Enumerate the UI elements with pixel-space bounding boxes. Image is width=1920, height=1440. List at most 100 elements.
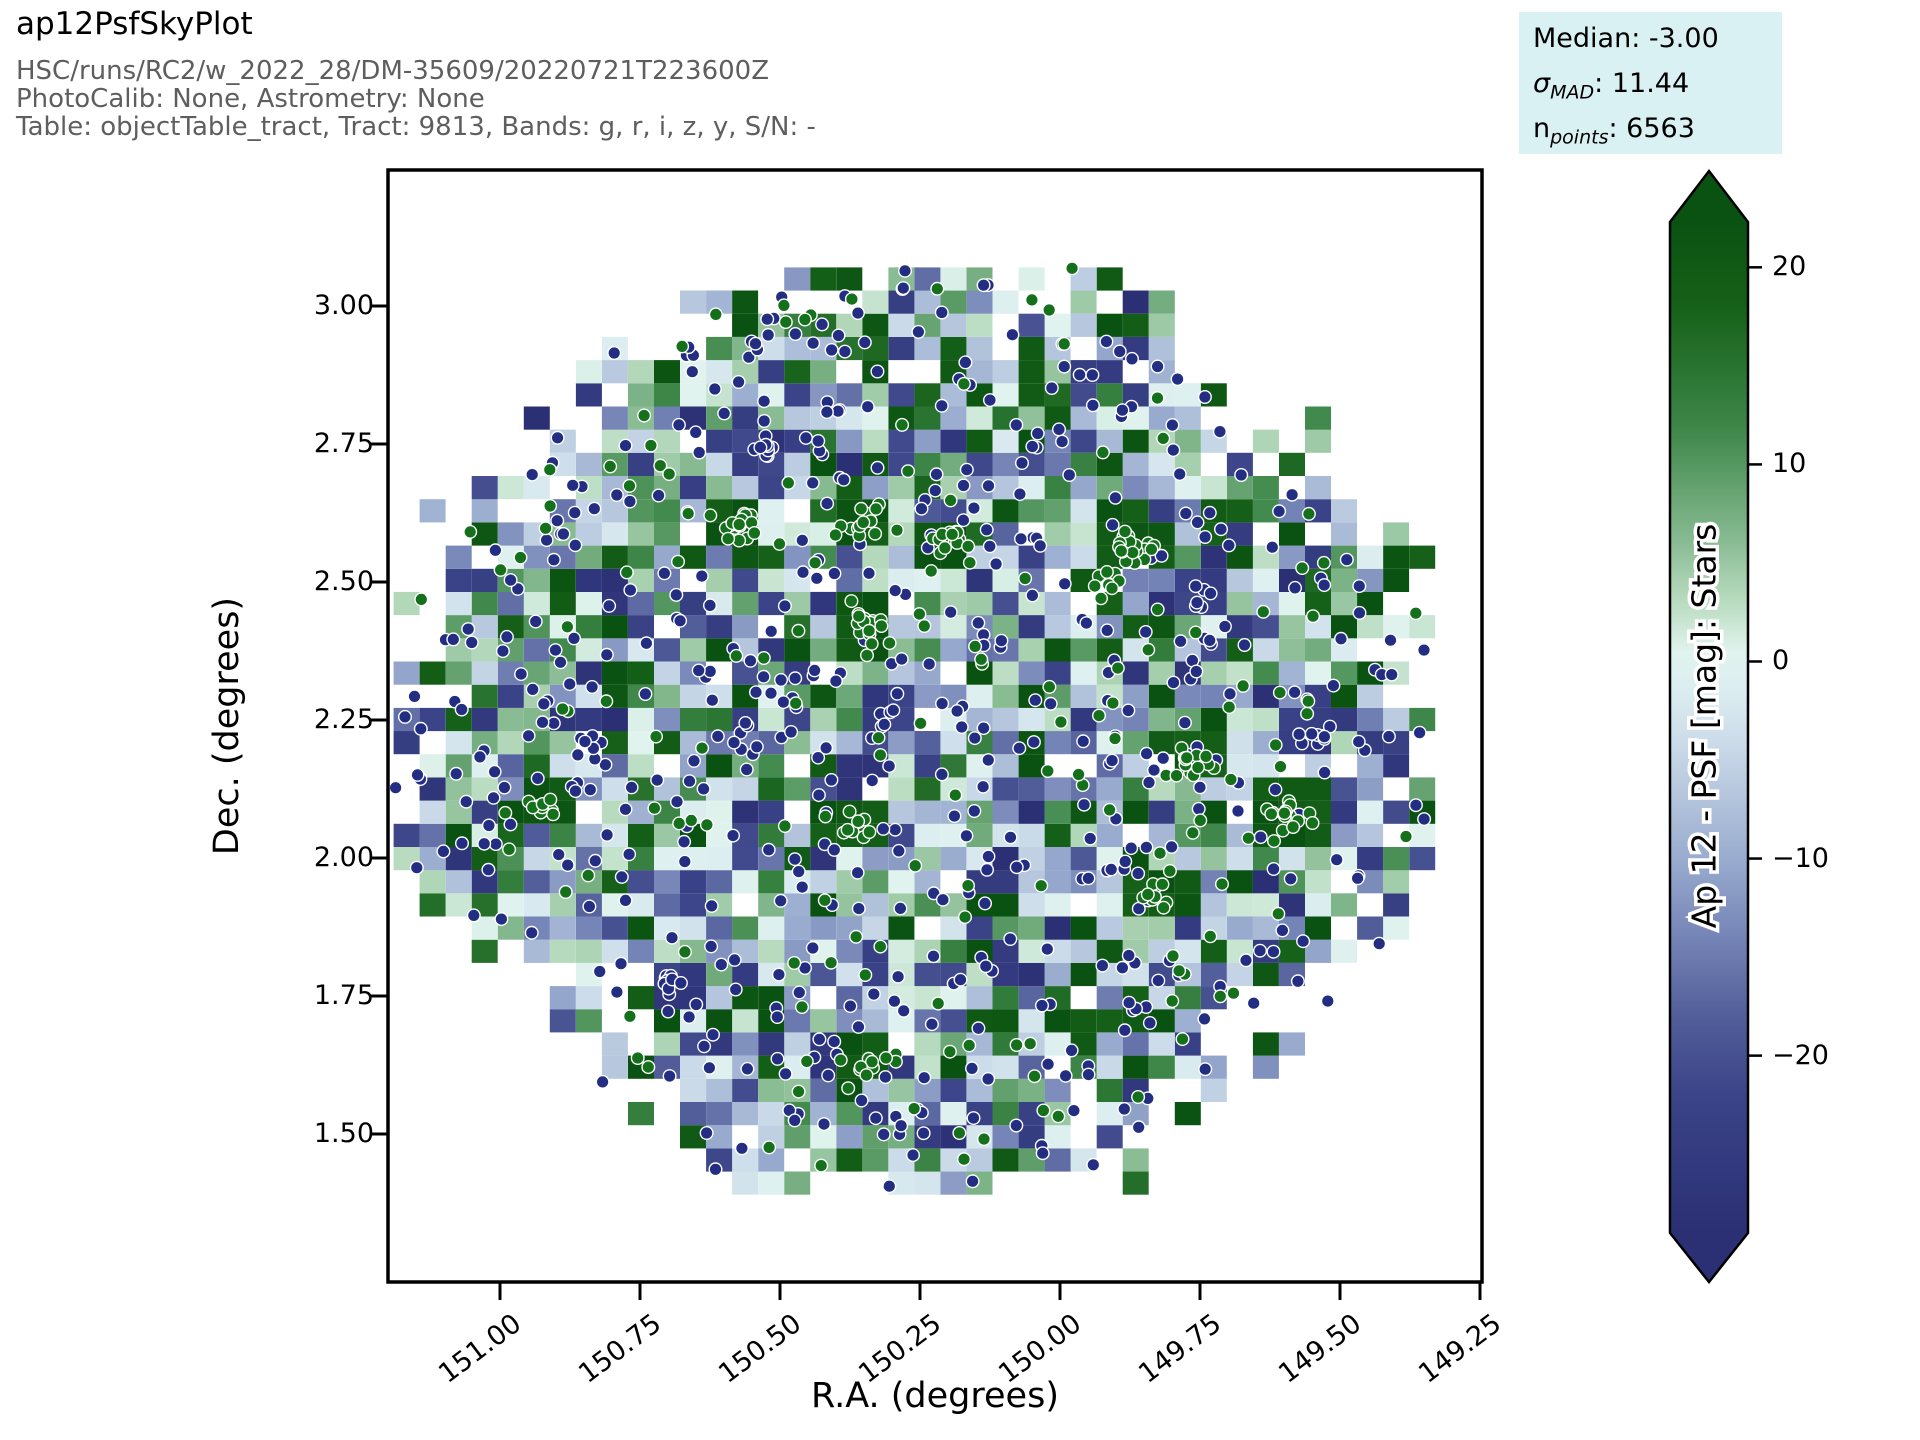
star-point bbox=[930, 281, 945, 296]
star-point bbox=[947, 809, 962, 824]
star-point bbox=[1138, 625, 1153, 640]
heatmap-cell bbox=[784, 1009, 811, 1033]
star-point bbox=[1003, 830, 1018, 845]
star-point bbox=[1139, 746, 1154, 761]
star-point bbox=[857, 335, 872, 350]
star-point bbox=[1384, 667, 1399, 682]
star-point bbox=[682, 1010, 697, 1025]
heatmap-cell bbox=[1044, 661, 1071, 685]
heatmap-cell bbox=[1331, 707, 1357, 732]
heatmap-cell bbox=[654, 1032, 680, 1056]
heatmap-cell bbox=[1226, 962, 1253, 987]
star-point bbox=[757, 414, 772, 429]
star-point bbox=[1009, 1118, 1024, 1133]
heatmap-cell bbox=[940, 939, 967, 963]
heatmap-cell bbox=[784, 1032, 811, 1056]
star-point bbox=[481, 818, 496, 833]
heatmap-cell bbox=[992, 707, 1019, 732]
star-point bbox=[1226, 986, 1241, 1001]
star-point bbox=[901, 464, 916, 479]
heatmap-cell bbox=[1252, 1055, 1279, 1079]
heatmap-cell bbox=[836, 962, 863, 987]
heatmap-cell bbox=[1044, 893, 1071, 917]
heatmap-cell bbox=[1279, 707, 1305, 732]
star-point bbox=[981, 753, 996, 768]
star-point bbox=[727, 735, 742, 750]
plot-frame bbox=[386, 168, 1484, 1284]
star-point bbox=[1156, 751, 1171, 766]
heatmap-cell bbox=[1148, 707, 1175, 732]
heatmap-cell bbox=[992, 893, 1019, 917]
heatmap-cell bbox=[1096, 986, 1123, 1010]
star-point bbox=[1236, 678, 1251, 693]
heatmap-cell bbox=[862, 1148, 889, 1172]
heatmap-cell bbox=[628, 916, 654, 940]
star-point bbox=[968, 639, 983, 654]
heatmap-cell bbox=[575, 707, 602, 732]
heatmap-cell bbox=[1096, 823, 1123, 847]
star-point bbox=[650, 773, 665, 788]
heatmap-cell bbox=[1044, 962, 1071, 987]
heatmap-cell bbox=[1018, 1009, 1045, 1033]
star-point bbox=[703, 598, 718, 613]
heatmap-cell bbox=[1070, 545, 1097, 569]
star-point bbox=[749, 685, 764, 700]
star-point bbox=[874, 619, 889, 634]
heatmap-cell bbox=[706, 1078, 733, 1102]
heatmap-cell bbox=[1331, 823, 1357, 847]
heatmap-cell bbox=[471, 591, 498, 616]
heatmap-cell bbox=[1174, 476, 1201, 500]
heatmap-cell bbox=[1018, 1078, 1045, 1102]
star-point bbox=[1202, 633, 1217, 648]
heatmap-cell bbox=[1383, 707, 1410, 732]
heatmap-cell bbox=[706, 823, 733, 847]
heatmap-cell bbox=[836, 731, 863, 755]
star-point bbox=[560, 619, 575, 634]
heatmap-cell bbox=[1070, 1009, 1097, 1033]
star-point bbox=[774, 673, 789, 688]
heatmap-cell bbox=[1252, 962, 1279, 987]
star-point bbox=[891, 843, 906, 858]
star-point bbox=[687, 753, 702, 768]
heatmap-cell bbox=[732, 800, 759, 824]
star-point bbox=[791, 623, 806, 638]
heatmap-cell bbox=[1305, 429, 1331, 453]
heatmap-cell bbox=[1018, 638, 1045, 662]
star-point bbox=[449, 766, 464, 781]
heatmap-cell bbox=[1200, 545, 1227, 569]
heatmap-cell bbox=[1357, 684, 1384, 708]
heatmap-cell bbox=[1122, 1148, 1149, 1172]
star-point bbox=[1026, 735, 1041, 750]
star-point bbox=[928, 483, 943, 498]
star-point bbox=[1104, 581, 1119, 596]
star-point bbox=[587, 501, 602, 516]
star-point bbox=[820, 496, 835, 511]
star-point bbox=[727, 952, 742, 967]
heatmap-cell bbox=[862, 1009, 889, 1033]
star-point bbox=[850, 865, 865, 880]
star-point bbox=[708, 307, 723, 322]
star-point bbox=[1139, 840, 1154, 855]
heatmap-cell bbox=[940, 986, 967, 1010]
star-point bbox=[898, 263, 913, 278]
star-point bbox=[959, 828, 974, 843]
heatmap-cell bbox=[706, 568, 733, 592]
heatmap-cell bbox=[992, 661, 1019, 685]
star-point bbox=[1041, 1057, 1056, 1072]
heatmap-cell bbox=[575, 522, 602, 546]
y-tick-label: 2.75 bbox=[313, 428, 374, 459]
star-point bbox=[1189, 595, 1204, 610]
heatmap-cell bbox=[471, 499, 498, 523]
heatmap-cell bbox=[940, 1078, 967, 1102]
star-point bbox=[871, 730, 886, 745]
star-point bbox=[1197, 390, 1212, 405]
heatmap-cell bbox=[523, 893, 550, 917]
heatmap-cell bbox=[1357, 615, 1384, 639]
x-axis-label: R.A. (degrees) bbox=[811, 1376, 1059, 1416]
heatmap-cell bbox=[419, 870, 446, 894]
heatmap-cell bbox=[549, 1009, 576, 1033]
star-point bbox=[1064, 1043, 1079, 1058]
star-point bbox=[869, 501, 884, 516]
heatmap-cell bbox=[940, 1055, 967, 1079]
star-point bbox=[1170, 372, 1185, 387]
